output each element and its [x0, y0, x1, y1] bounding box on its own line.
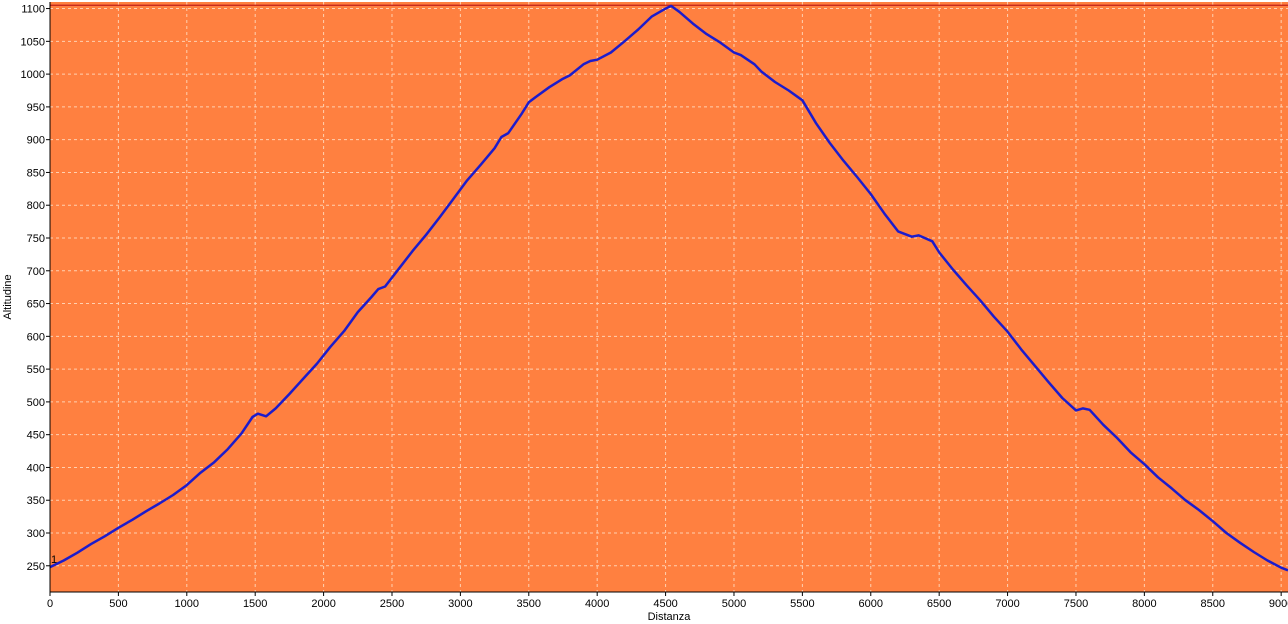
- x-tick-label: 2500: [380, 598, 404, 610]
- y-tick-label: 600: [27, 331, 45, 343]
- y-tick-label: 750: [27, 233, 45, 245]
- x-tick-label: 1000: [175, 598, 199, 610]
- x-tick-label: 8000: [1132, 598, 1156, 610]
- x-tick-label: 7000: [995, 598, 1019, 610]
- y-tick-label: 250: [27, 561, 45, 573]
- x-axis-ticks: 0 500 1000 1500 2000 2500 3000 3500 4000 4500 5000…: [47, 592, 1288, 610]
- y-axis-ticks: 250 300 350 400 450 500 550 600 650 700 750 800 850 9…: [21, 4, 50, 573]
- y-tick-label: 450: [27, 430, 45, 442]
- x-tick-label: 1500: [243, 598, 267, 610]
- y-tick-label: 950: [27, 102, 45, 114]
- y-tick-label: 800: [27, 200, 45, 212]
- y-tick-label: 300: [27, 528, 45, 540]
- y-tick-label: 850: [27, 167, 45, 179]
- y-tick-label: 350: [27, 495, 45, 507]
- y-tick-label: 650: [27, 299, 45, 311]
- x-tick-label: 8500: [1201, 598, 1225, 610]
- x-tick-label: 6000: [859, 598, 883, 610]
- start-marker-label: 1: [51, 554, 57, 566]
- x-axis-title: Distanza: [648, 611, 692, 623]
- y-tick-label: 500: [27, 397, 45, 409]
- x-tick-label: 500: [109, 598, 127, 610]
- x-tick-label: 3000: [448, 598, 472, 610]
- axes: [49, 2, 1288, 593]
- y-tick-label: 400: [27, 462, 45, 474]
- plot-area: [50, 2, 1288, 592]
- x-tick-label: 5500: [790, 598, 814, 610]
- altitude-series-line: [49, 4, 1288, 572]
- y-axis-title: Altitudine: [2, 274, 14, 319]
- y-tick-label: 1050: [21, 36, 45, 48]
- x-tick-label: 2000: [311, 598, 335, 610]
- x-tick-label: 0: [47, 598, 53, 610]
- x-tick-label: 4000: [585, 598, 609, 610]
- y-tick-label: 1000: [21, 69, 45, 81]
- x-tick-label: 9000: [1269, 598, 1288, 610]
- y-tick-label: 900: [27, 135, 45, 147]
- grid-lines: [50, 2, 1288, 592]
- y-tick-label: 1100: [21, 4, 45, 16]
- x-tick-label: 5000: [722, 598, 746, 610]
- x-tick-label: 3500: [517, 598, 541, 610]
- y-tick-label: 550: [27, 364, 45, 376]
- x-tick-label: 4500: [653, 598, 677, 610]
- x-tick-label: 7500: [1064, 598, 1088, 610]
- y-tick-label: 700: [27, 266, 45, 278]
- x-tick-label: 6500: [927, 598, 951, 610]
